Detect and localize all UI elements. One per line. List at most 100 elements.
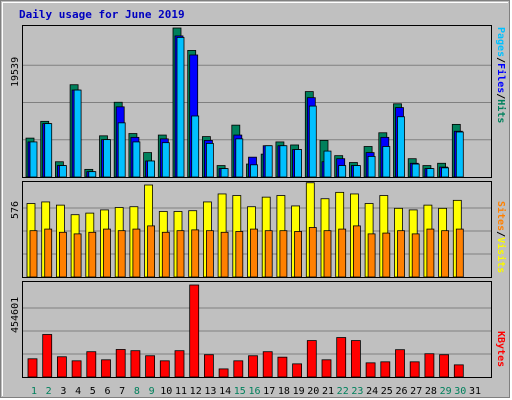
pages-bar-day-6 xyxy=(103,139,111,178)
sites-bar-day-30 xyxy=(455,228,464,278)
kbytes-bar-day-14 xyxy=(218,368,229,378)
kbytes-bar-day-16 xyxy=(248,355,258,378)
legend-sep-3: / xyxy=(495,231,506,238)
kbytes-bar-day-30 xyxy=(453,364,464,378)
x-tick-label-day-14: 14 xyxy=(219,386,231,397)
pages-bar-day-21 xyxy=(323,150,332,178)
x-tick-label-day-3: 3 xyxy=(60,386,66,397)
kbytes-bar-day-21 xyxy=(321,359,332,378)
legend-kbytes: KBytes xyxy=(495,331,506,368)
kbytes-bar-day-25 xyxy=(380,361,391,378)
legend-pages: Pages xyxy=(495,27,506,58)
kbytes-bar-day-6 xyxy=(101,359,111,378)
kbytes-bar-day-19 xyxy=(292,363,303,378)
kbytes-bar-day-4 xyxy=(71,360,82,378)
pages-bar-day-18 xyxy=(279,145,288,178)
pages-bar-day-27 xyxy=(411,163,420,178)
sites-bar-day-28 xyxy=(426,228,435,278)
pages-bar-day-2 xyxy=(44,123,53,178)
x-tick-label-day-9: 9 xyxy=(149,386,155,397)
kbytes-bar-day-8 xyxy=(130,350,141,378)
sites-bar-day-29 xyxy=(441,230,450,278)
kbytes-bar-day-13 xyxy=(203,354,214,378)
pages-bar-day-20 xyxy=(308,105,317,178)
x-tick-label-day-5: 5 xyxy=(90,386,96,397)
sites-bar-day-23 xyxy=(352,225,361,278)
kbytes-bar-day-15 xyxy=(233,360,244,378)
x-tick-label-day-26: 26 xyxy=(395,386,407,397)
sites-bar-day-4 xyxy=(73,233,82,278)
x-tick-label-day-2: 2 xyxy=(46,386,52,397)
pages-bar-day-9 xyxy=(147,160,156,178)
pages-bar-day-10 xyxy=(161,142,170,178)
x-tick-label-day-1: 1 xyxy=(31,386,37,397)
pages-bar-day-4 xyxy=(73,89,82,178)
x-tick-label-day-28: 28 xyxy=(425,386,437,397)
kbytes-bar-day-23 xyxy=(350,340,361,378)
sites-bar-day-22 xyxy=(338,228,347,278)
pages-bar-day-22 xyxy=(338,165,347,178)
pages-bar-day-16 xyxy=(250,164,258,178)
chart-title: Daily usage for June 2019 xyxy=(19,8,185,21)
x-tick-label-day-22: 22 xyxy=(337,386,349,397)
sites-bar-day-11 xyxy=(176,230,185,278)
pages-bar-day-26 xyxy=(397,116,405,178)
legend-hits: Hits xyxy=(495,99,506,124)
pages-bar-day-12 xyxy=(191,115,200,178)
sites-bar-day-6 xyxy=(103,228,111,278)
kbytes-bar-day-7 xyxy=(115,349,126,378)
legend-sep-2: / xyxy=(495,93,506,100)
sites-bar-day-20 xyxy=(308,227,317,278)
kbytes-bar-day-22 xyxy=(336,337,347,378)
x-tick-label-day-24: 24 xyxy=(366,386,378,397)
pages-bar-day-23 xyxy=(352,165,361,178)
x-tick-label-day-30: 30 xyxy=(454,386,466,397)
sites-bar-day-27 xyxy=(411,233,420,278)
kbytes-bar-day-1 xyxy=(27,358,38,378)
sites-bar-day-5 xyxy=(88,231,97,278)
x-tick-label-day-6: 6 xyxy=(104,386,110,397)
kbytes-bar-day-28 xyxy=(424,353,435,378)
kbytes-bar-day-12 xyxy=(189,284,200,378)
mid-panel-legend: Sites/Visits xyxy=(494,201,506,281)
pages-bar-day-14 xyxy=(220,168,229,178)
kbytes-bar-day-17 xyxy=(262,351,273,378)
pages-bar-day-11 xyxy=(176,37,185,178)
pages-bar-day-28 xyxy=(426,168,435,178)
legend-files: Files xyxy=(495,63,506,94)
pages-bar-day-5 xyxy=(88,171,97,178)
sites-bar-day-14 xyxy=(220,231,229,278)
sites-bar-day-12 xyxy=(191,229,200,278)
kbytes-bar-day-3 xyxy=(57,356,67,378)
x-tick-label-day-27: 27 xyxy=(410,386,422,397)
sites-bar-day-8 xyxy=(132,228,141,278)
pages-bar-day-1 xyxy=(29,141,38,178)
pages-bar-day-3 xyxy=(59,165,67,178)
kbytes-bar-day-20 xyxy=(306,340,317,378)
x-tick-label-day-12: 12 xyxy=(190,386,202,397)
sites-bar-day-26 xyxy=(397,230,405,278)
x-tick-label-day-16: 16 xyxy=(248,386,260,397)
pages-bar-day-7 xyxy=(117,122,126,178)
x-tick-label-day-15: 15 xyxy=(234,386,246,397)
pages-bar-day-13 xyxy=(205,143,214,178)
x-tick-label-day-18: 18 xyxy=(278,386,290,397)
kbytes-bar-day-11 xyxy=(174,350,185,378)
x-tick-label-day-10: 10 xyxy=(160,386,172,397)
x-tick-label-day-4: 4 xyxy=(75,386,81,397)
sites-bar-day-3 xyxy=(59,231,67,278)
kbytes-bar-day-27 xyxy=(409,361,420,378)
x-tick-label-day-7: 7 xyxy=(119,386,125,397)
x-tick-label-day-19: 19 xyxy=(293,386,305,397)
sites-bar-day-21 xyxy=(323,230,332,278)
pages-bar-day-30 xyxy=(455,131,464,178)
sites-bar-day-17 xyxy=(264,230,273,278)
kbytes-bar-day-29 xyxy=(439,354,450,378)
x-tick-label-day-17: 17 xyxy=(263,386,275,397)
pages-bar-day-25 xyxy=(382,146,391,178)
kbytes-bar-day-18 xyxy=(277,356,288,378)
pages-bar-day-15 xyxy=(235,138,244,178)
bottom-panel-legend: KBytes xyxy=(494,331,506,381)
